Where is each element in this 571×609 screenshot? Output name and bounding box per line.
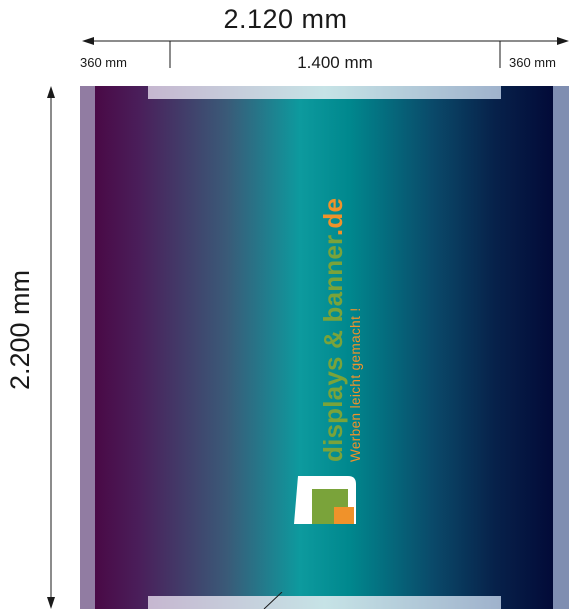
width-arrow-left <box>82 37 94 45</box>
bottom-frame-bar <box>148 596 501 609</box>
center-panel-width-label: 1.400 mm <box>297 53 373 72</box>
logo-tagline: Werben leicht gemacht ! <box>348 307 363 462</box>
pointer-line <box>263 592 283 609</box>
left-panel-width-label: 360 mm <box>80 55 127 70</box>
left-side-panel <box>80 86 95 609</box>
width-arrow-right <box>557 37 569 45</box>
right-side-panel <box>553 86 569 609</box>
height-arrow-top <box>47 86 55 98</box>
height-arrow-bottom <box>47 597 55 609</box>
height-label: 2.200 mm <box>5 269 35 391</box>
logo-mark-icon <box>294 476 356 524</box>
total-width-label: 2.120 mm <box>223 4 348 34</box>
right-panel-width-label: 360 mm <box>509 55 556 70</box>
top-frame-bar <box>148 86 501 99</box>
logo-brand-name: displays & banner.de <box>318 197 348 462</box>
